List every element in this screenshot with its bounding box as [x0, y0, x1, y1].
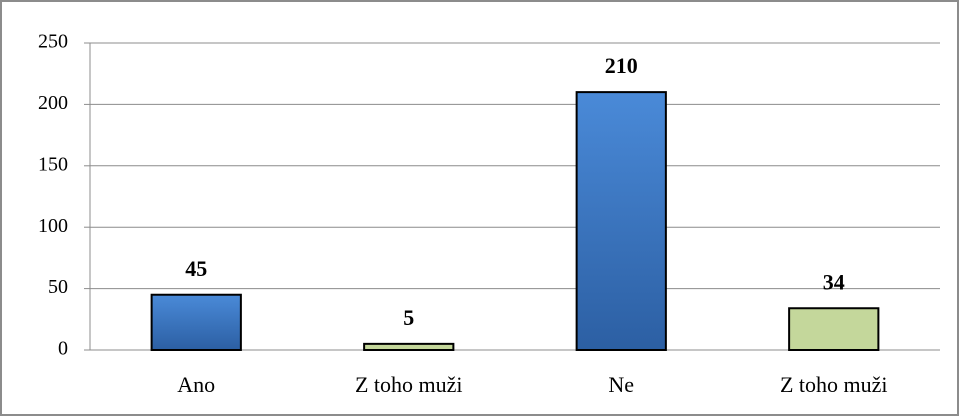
- x-tick-label: Z toho muži: [780, 372, 888, 397]
- value-label: 5: [403, 305, 414, 330]
- y-tick-label: 0: [58, 338, 68, 360]
- bar: [575, 91, 667, 352]
- value-label: 45: [185, 256, 207, 281]
- x-tick-label: Ano: [177, 372, 215, 397]
- x-tick-label: Ne: [608, 372, 634, 397]
- y-tick-label: 50: [48, 276, 68, 298]
- y-tick-label: 150: [38, 153, 68, 175]
- bar: [363, 342, 455, 351]
- bar: [150, 293, 242, 351]
- y-tick-label: 200: [38, 92, 68, 114]
- bar: [788, 307, 880, 351]
- y-tick-label: 100: [38, 215, 68, 237]
- value-label: 34: [823, 269, 845, 294]
- x-tick-label: Z toho muži: [355, 372, 463, 397]
- y-tick-label: 250: [38, 31, 68, 53]
- value-label: 210: [605, 53, 638, 78]
